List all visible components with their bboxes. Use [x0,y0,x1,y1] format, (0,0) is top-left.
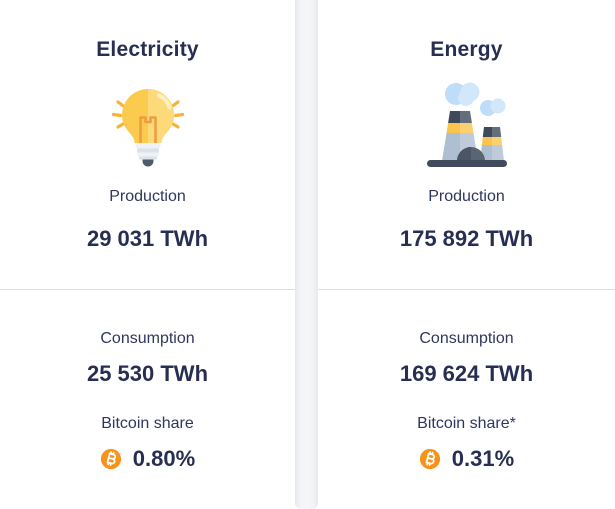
consumption-label: Consumption [100,330,195,347]
production-label: Production [428,188,505,205]
production-value: 175 892 TWh [399,226,534,251]
bitcoin-share-value: 0.80% [132,446,196,471]
bitcoin-share-value: 0.31% [451,446,515,471]
card-title-electricity: Electricity [96,38,199,61]
consumption-value: 169 624 TWh [399,361,534,386]
section-divider [0,289,295,290]
consumption-label: Consumption [419,330,514,347]
bitcoin-share-row: 0.31% [419,445,514,472]
electricity-card: Electricity [0,0,295,509]
lightbulb-icon [0,80,295,170]
energy-card: Energy [318,0,615,509]
production-label: Production [109,188,186,205]
bitcoin-share-row: 0.80% [100,445,195,472]
consumption-value: 25 530 TWh [86,361,209,386]
section-divider [318,289,615,290]
power-plant-icon [318,80,615,170]
column-gap [295,0,318,509]
bitcoin-share-label: Bitcoin share* [417,415,516,432]
energy-production-section: Energy [318,0,615,289]
electricity-production-section: Electricity [0,0,295,289]
card-title-energy: Energy [430,38,503,61]
bitcoin-share-label: Bitcoin share [101,415,194,432]
energy-consumption-section: Consumption 169 624 TWh Bitcoin share* 0… [318,290,615,509]
bitcoin-icon [100,448,122,470]
production-value: 29 031 TWh [86,226,209,251]
bitcoin-icon [419,448,441,470]
electricity-consumption-section: Consumption 25 530 TWh Bitcoin share 0.8… [0,290,295,509]
